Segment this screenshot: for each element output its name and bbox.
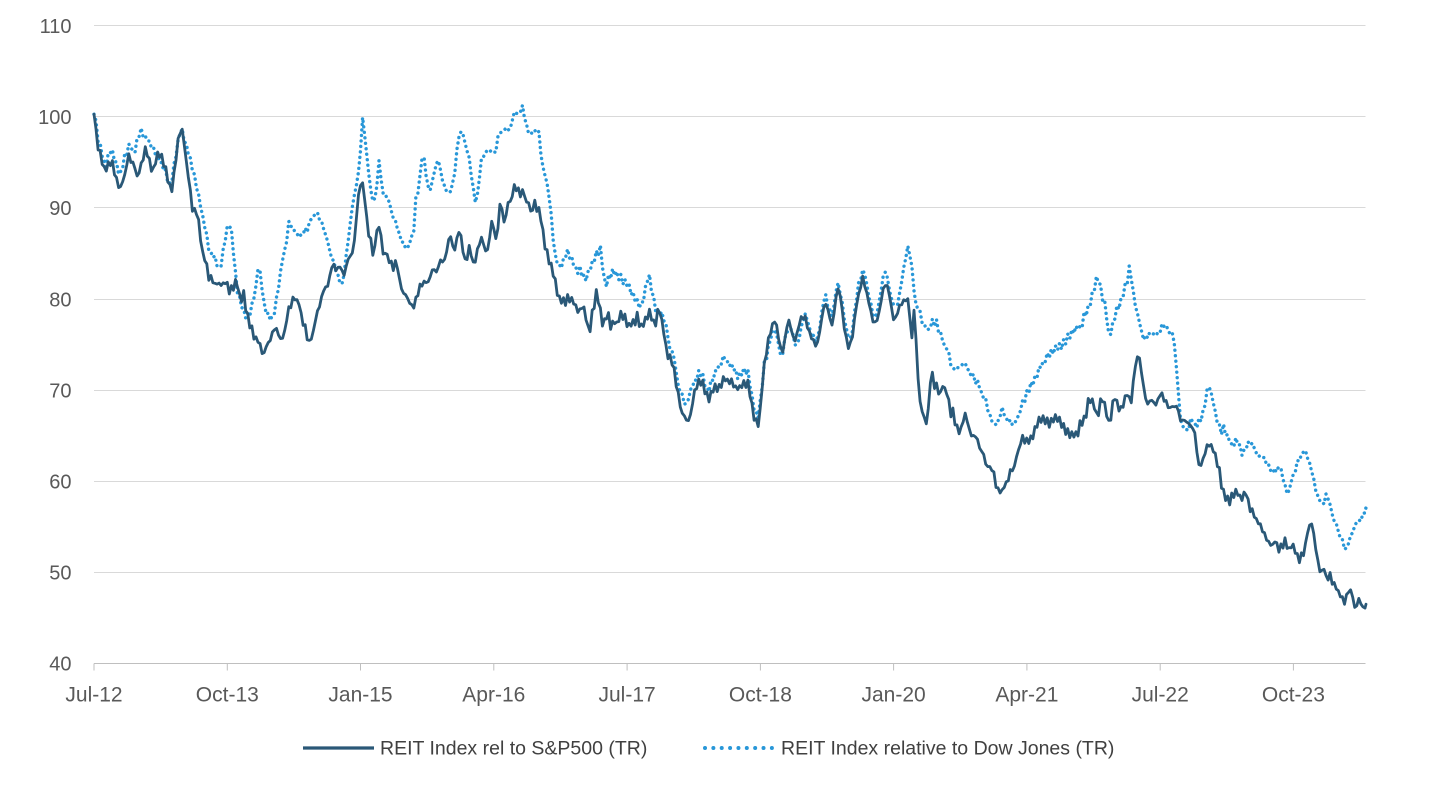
svg-text:REIT Index rel to S&P500 (TR): REIT Index rel to S&P500 (TR) — [380, 738, 647, 760]
svg-text:110: 110 — [40, 16, 72, 38]
svg-text:Jan-15: Jan-15 — [328, 684, 392, 707]
svg-text:Jan-20: Jan-20 — [861, 684, 925, 707]
svg-text:90: 90 — [49, 198, 71, 220]
svg-text:Oct-13: Oct-13 — [196, 684, 259, 707]
svg-text:50: 50 — [49, 563, 71, 585]
svg-text:60: 60 — [49, 471, 71, 493]
svg-text:Oct-23: Oct-23 — [1262, 684, 1325, 707]
svg-text:40: 40 — [49, 654, 71, 676]
svg-text:Oct-18: Oct-18 — [729, 684, 792, 707]
svg-text:REIT Index relative to Dow Jon: REIT Index relative to Dow Jones (TR) — [781, 738, 1114, 760]
svg-text:100: 100 — [38, 107, 71, 129]
svg-text:70: 70 — [49, 380, 71, 402]
svg-text:Jul-22: Jul-22 — [1132, 684, 1189, 707]
svg-text:Jul-12: Jul-12 — [65, 684, 122, 707]
svg-text:Apr-16: Apr-16 — [462, 684, 525, 707]
svg-text:Apr-21: Apr-21 — [995, 684, 1058, 707]
svg-text:80: 80 — [49, 289, 71, 311]
svg-text:Jul-17: Jul-17 — [598, 684, 655, 707]
